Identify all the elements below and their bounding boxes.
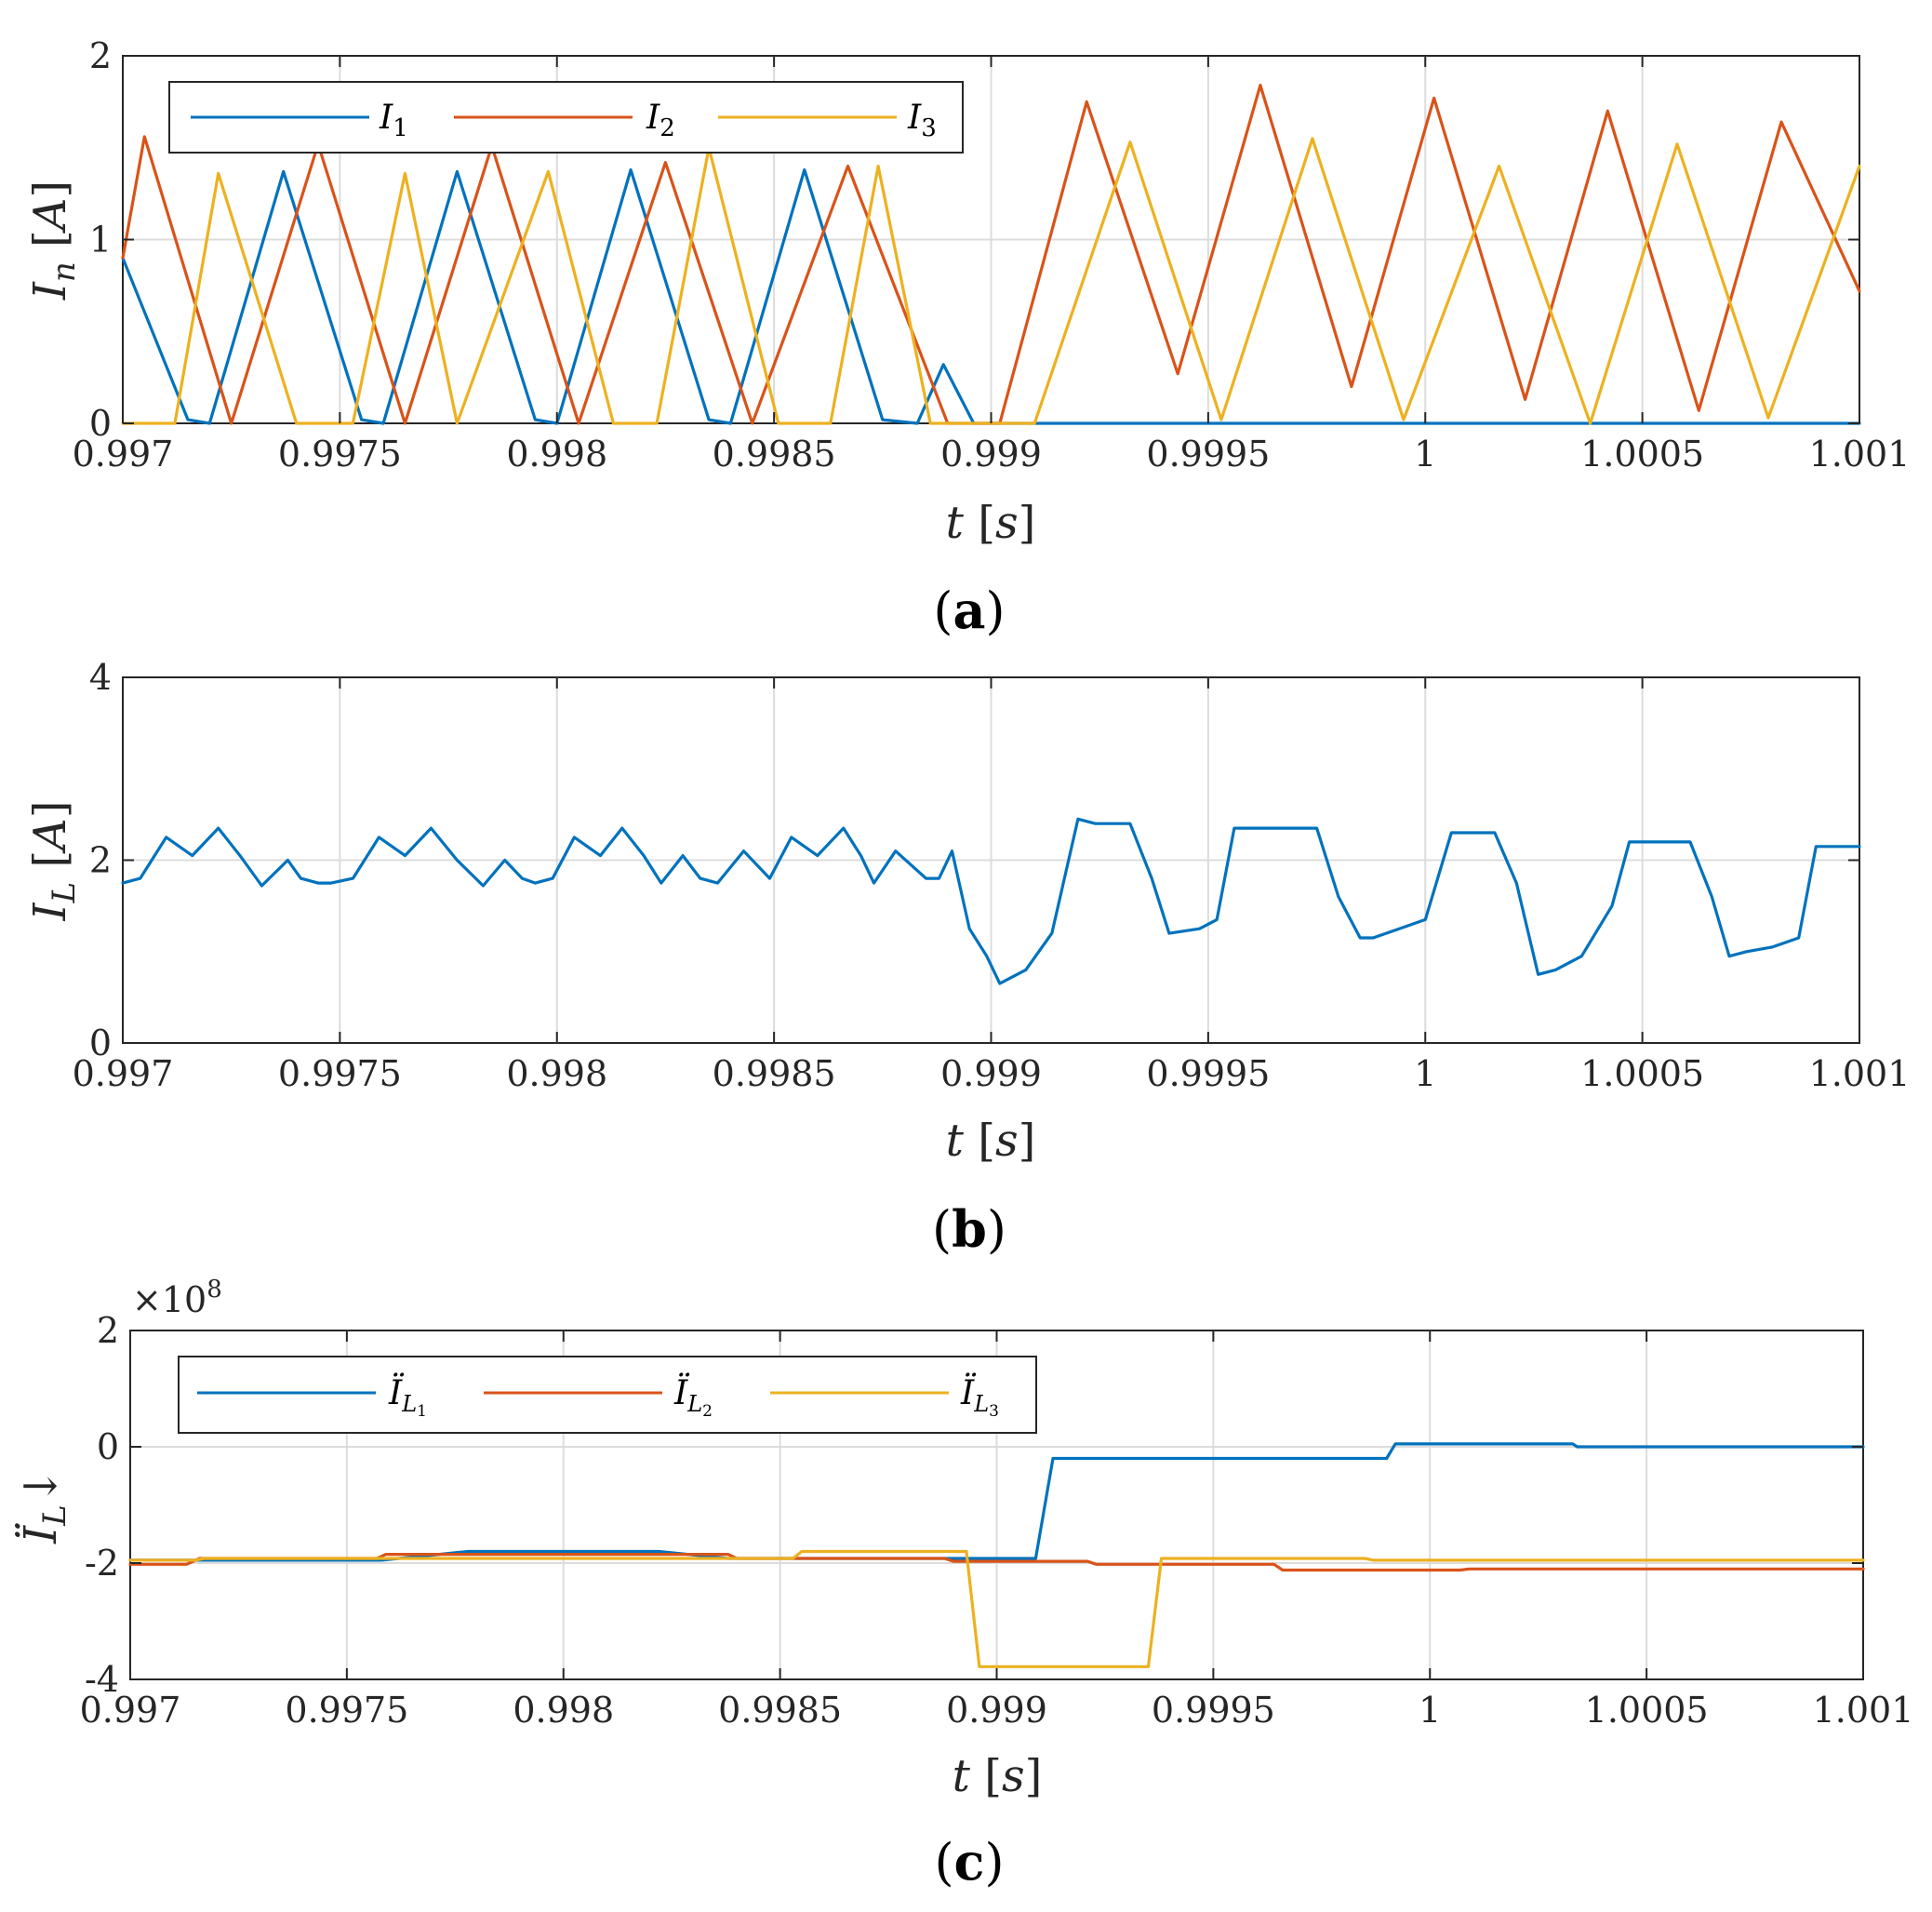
panel-b-xtick-label: 1 (1414, 1053, 1436, 1094)
panel-b-caption-letter: b (952, 1199, 987, 1259)
panel-a-data-lines (121, 83, 1861, 425)
panel-c-xlabel: t [s] (953, 1750, 1043, 1802)
panel-c-xtick-label: 0.9995 (1152, 1690, 1275, 1731)
panel-a-series-3 (121, 137, 1861, 425)
panel-a-xlabel: t [s] (946, 497, 1036, 549)
panel-b-xtick-label: 0.9975 (278, 1053, 402, 1094)
panel-a-xtick-label: 1 (1414, 434, 1436, 475)
panel-c-caption-letter: c (954, 1832, 985, 1892)
panel-b-grid (123, 677, 1859, 1043)
panel-a-xtick-label: 0.9995 (1146, 434, 1270, 475)
panel-c-xtick-label: 0.998 (513, 1690, 614, 1731)
panel-a-ytick-label: 0 (89, 403, 112, 444)
panel-a-xtick-label: 1.0005 (1580, 434, 1704, 475)
panel-b-xtick-label: 0.9985 (713, 1053, 836, 1094)
panel-c-xtick-label: 0.999 (946, 1690, 1047, 1731)
panel-c-exponent-base: ×10 (132, 1279, 207, 1320)
panel-c: 0.997 0.9975 0.998 0.9985 0.999 0.9995 1 1.0005… (14, 1276, 1913, 1892)
panel-c-xtick-label: 0.9975 (285, 1690, 408, 1731)
panel-c-ylabel: ÏL↓ (14, 1467, 73, 1544)
panel-b-ytick-label: 4 (89, 657, 112, 698)
panel-b-xtick-label: 1.0005 (1580, 1053, 1704, 1094)
panel-c-caption: (c) (934, 1832, 1004, 1892)
panel-a-caption-letter: a (953, 581, 986, 640)
panel-a-legend: I1 I2 I3 (168, 81, 964, 154)
panel-c-xtick-label: 1 (1419, 1690, 1441, 1731)
panel-c-xtick-label: 1.001 (1813, 1690, 1914, 1731)
panel-b-data-lines (121, 817, 1861, 985)
panel-a-xtick-label: 0.9975 (278, 434, 402, 475)
panel-c-ticks: 0.997 0.9975 0.998 0.9985 0.999 0.9995 1 1.0005… (80, 1310, 1914, 1731)
panel-a-caption: (a) (933, 581, 1005, 640)
panel-c-ytick-label: 2 (97, 1310, 119, 1351)
panel-b-series-1 (121, 817, 1861, 985)
panel-c-exponent-power: 8 (207, 1276, 222, 1304)
panel-c-series-3 (128, 1549, 1865, 1668)
panel-c-xtick-label: 0.997 (80, 1690, 181, 1731)
panel-b-xtick-label: 0.9995 (1146, 1053, 1270, 1094)
panel-c-data-lines (128, 1442, 1865, 1668)
panel-a-xtick-label: 0.998 (506, 434, 607, 475)
panel-b-xtick-label: 0.997 (73, 1053, 174, 1094)
panel-b-xlabel: t [s] (946, 1115, 1036, 1167)
panel-c-xtick-label: 1.0005 (1585, 1690, 1709, 1731)
panel-a-series-1 (121, 167, 1861, 425)
panel-b-ylabel: IL [A] (24, 801, 83, 922)
panel-b-xtick-label: 0.999 (940, 1053, 1042, 1094)
panel-b-xtick-label: 1.001 (1809, 1053, 1911, 1094)
panel-b-ytick-label: 0 (89, 1023, 112, 1063)
panel-b-ticks: 0.997 0.9975 0.998 0.9985 0.999 0.9995 1 1.0005… (73, 657, 1911, 1094)
panel-b-ytick-label: 2 (89, 840, 112, 881)
panel-a-ylabel: In [A] (24, 181, 83, 301)
panel-c-ytick-label: 0 (97, 1426, 119, 1467)
panel-a: 0.997 0.9975 0.998 0.9985 0.999 0.9995 1 1.0005… (24, 35, 1910, 640)
panel-a-xtick-label: 0.999 (940, 434, 1042, 475)
panel-b-caption: (b) (932, 1199, 1006, 1259)
panel-a-xtick-label: 1.001 (1809, 434, 1911, 475)
panel-c-legend: ÏL1 ÏL2 ÏL3 (178, 1356, 1037, 1434)
panel-b-xtick-label: 0.998 (506, 1053, 607, 1094)
panel-c-ytick-label: -2 (85, 1543, 119, 1584)
panel-a-xtick-label: 0.997 (73, 434, 174, 475)
panel-a-xtick-label: 0.9985 (713, 434, 836, 475)
panel-c-ytick-label: -4 (85, 1659, 119, 1700)
panel-a-ticks: 0.997 0.9975 0.998 0.9985 0.999 0.9995 1 1.0005… (73, 35, 1911, 475)
panel-a-ytick-label: 2 (89, 35, 112, 76)
panel-b: 0.997 0.9975 0.998 0.9985 0.999 0.9995 1 1.0005… (24, 657, 1910, 1259)
panel-c-xtick-label: 0.9985 (718, 1690, 842, 1731)
panel-a-ytick-label: 1 (89, 220, 112, 261)
panel-c-exponent: ×108 (132, 1276, 222, 1320)
panel-c-legend-box (178, 1356, 1037, 1434)
